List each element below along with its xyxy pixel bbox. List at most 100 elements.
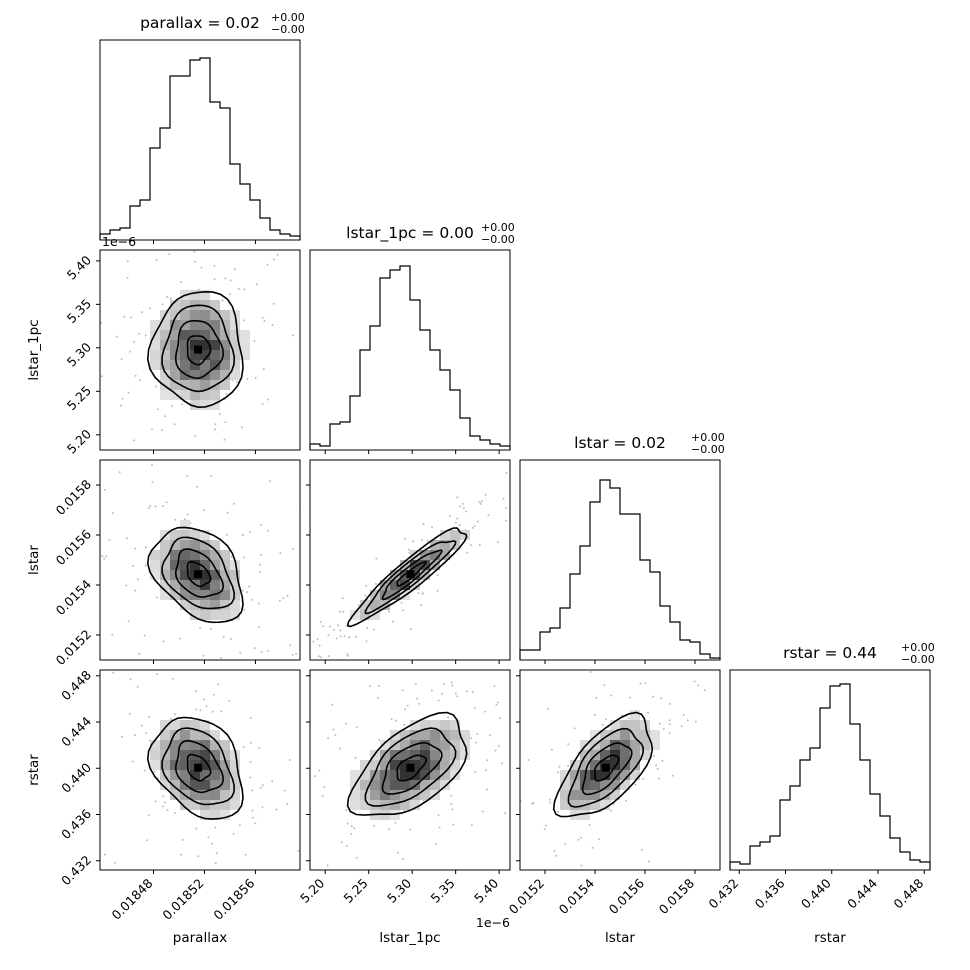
sample-point xyxy=(129,678,132,681)
sample-point xyxy=(212,461,214,463)
sample-point xyxy=(119,404,122,407)
density-cell xyxy=(580,760,590,770)
sample-point xyxy=(553,850,556,853)
sample-point xyxy=(145,732,148,735)
sample-point xyxy=(567,765,570,767)
density-cell xyxy=(400,800,410,810)
density-cell xyxy=(650,730,660,740)
sample-point xyxy=(495,703,498,706)
sample-point xyxy=(660,697,663,700)
sample-point xyxy=(505,775,507,777)
density-cell xyxy=(380,580,390,590)
x-tick-label: 0.01848 xyxy=(108,875,155,922)
density-cell xyxy=(200,770,210,780)
sample-point xyxy=(203,855,205,857)
density-cell xyxy=(390,580,400,590)
density-cell xyxy=(230,350,240,360)
sample-point xyxy=(561,891,563,893)
sample-point xyxy=(395,719,398,722)
sample-point xyxy=(341,597,344,600)
x-tick-label: 0.448 xyxy=(890,875,926,911)
density-cell xyxy=(220,570,230,580)
density-cell xyxy=(180,310,190,320)
panel-parallax-vs-lstar: 0.0152 0.0154 0.0156 0.0158 xyxy=(53,459,301,668)
axes-frame xyxy=(309,249,511,451)
sample-point xyxy=(438,826,441,829)
sample-point xyxy=(422,523,425,525)
contour-line xyxy=(161,536,236,610)
sample-point xyxy=(470,737,473,740)
contour-line xyxy=(552,711,654,818)
sample-point xyxy=(156,673,158,675)
sample-point xyxy=(260,523,262,526)
sample-point xyxy=(261,316,264,319)
sample-point xyxy=(476,733,479,735)
density-cell xyxy=(630,720,640,730)
sample-point xyxy=(377,685,380,687)
sample-point xyxy=(332,728,335,731)
sample-point xyxy=(539,486,541,488)
density-cell xyxy=(170,380,180,390)
sample-point xyxy=(171,677,174,680)
density-cell xyxy=(620,750,630,760)
density-cell xyxy=(190,550,200,560)
sample-point xyxy=(154,800,157,803)
x-axis-label-lstar_1pc: lstar_1pc xyxy=(379,930,440,946)
sample-point xyxy=(186,513,189,516)
density-cell xyxy=(410,560,420,570)
sample-point xyxy=(435,842,438,845)
sample-point xyxy=(211,710,214,713)
density-cell xyxy=(350,610,360,620)
sample-point xyxy=(164,801,167,804)
density-cell xyxy=(600,770,610,780)
sample-point xyxy=(489,734,492,737)
density-cell xyxy=(200,350,210,360)
sample-point xyxy=(249,741,252,744)
sample-point xyxy=(276,665,278,667)
sample-point xyxy=(243,288,246,291)
sample-point xyxy=(254,787,256,789)
sample-point xyxy=(208,454,210,456)
sample-point xyxy=(218,413,221,415)
sample-point xyxy=(207,836,210,839)
sample-point xyxy=(143,634,146,637)
density-cell xyxy=(200,360,210,370)
density-cell xyxy=(180,330,190,340)
density-cell xyxy=(190,770,200,780)
density-cell xyxy=(410,550,420,560)
density-cell xyxy=(210,390,220,400)
sample-point xyxy=(168,253,171,256)
sample-point xyxy=(308,653,310,655)
sample-point xyxy=(443,683,445,686)
density-cell xyxy=(200,730,210,740)
density-cell xyxy=(580,810,590,820)
density-cell xyxy=(220,810,230,820)
sample-point xyxy=(451,808,454,811)
sample-point xyxy=(61,274,63,276)
density-cell xyxy=(210,310,220,320)
title-lstar: lstar = 0.02 xyxy=(574,434,666,452)
sample-point xyxy=(235,380,238,383)
sample-point xyxy=(156,408,159,411)
contour-line xyxy=(396,560,428,587)
sample-point xyxy=(511,511,513,513)
density-cell xyxy=(210,600,220,610)
density-cell xyxy=(160,730,170,740)
sample-point xyxy=(86,557,88,559)
sample-point xyxy=(484,769,487,772)
density-cell xyxy=(180,730,190,740)
sample-point xyxy=(510,942,512,944)
sample-point xyxy=(558,765,561,768)
density-cell xyxy=(180,800,190,810)
sample-point xyxy=(472,691,474,694)
sample-point xyxy=(610,809,613,812)
x-axis-label-rstar: rstar xyxy=(814,930,846,946)
density-cell xyxy=(210,550,220,560)
sample-point xyxy=(216,455,218,457)
sample-point xyxy=(224,421,227,424)
sample-point xyxy=(286,594,289,597)
sample-point xyxy=(127,391,130,394)
sample-point xyxy=(128,713,131,715)
sample-point xyxy=(241,589,244,592)
density-cell xyxy=(190,370,200,380)
